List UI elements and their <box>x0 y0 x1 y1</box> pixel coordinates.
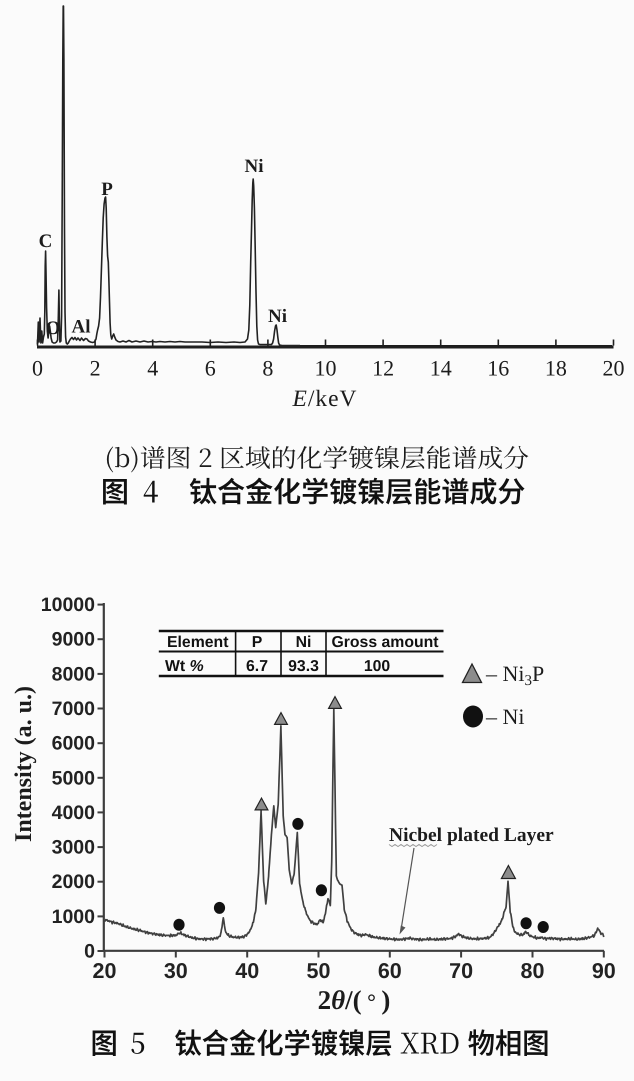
svg-text:30: 30 <box>164 959 188 983</box>
svg-text:Gross amount: Gross amount <box>331 634 439 651</box>
svg-text:20: 20 <box>93 959 117 983</box>
svg-text:Al: Al <box>72 317 91 338</box>
svg-text:0: 0 <box>84 941 95 963</box>
svg-text:93.3: 93.3 <box>288 658 319 675</box>
svg-text:100: 100 <box>364 658 391 675</box>
svg-text:9000: 9000 <box>52 629 96 651</box>
svg-text:1000: 1000 <box>52 906 96 928</box>
svg-text:Ni: Ni <box>245 156 264 177</box>
svg-text:– Ni: – Ni <box>485 704 525 729</box>
svg-text:4: 4 <box>147 356 158 381</box>
svg-text:40: 40 <box>235 959 259 983</box>
svg-text:18: 18 <box>545 356 567 381</box>
svg-text:2: 2 <box>90 356 101 381</box>
svg-text:8: 8 <box>262 356 273 381</box>
svg-text:70: 70 <box>449 959 473 983</box>
svg-text:Element: Element <box>167 634 229 651</box>
svg-text:P: P <box>101 179 113 200</box>
svg-text:20: 20 <box>603 356 625 381</box>
svg-text:Ni: Ni <box>268 306 287 327</box>
svg-text:50: 50 <box>307 959 331 983</box>
svg-text:E/keV: E/keV <box>291 386 357 412</box>
svg-text:Ni: Ni <box>296 634 312 651</box>
svg-text:7000: 7000 <box>52 698 96 720</box>
svg-text:O: O <box>46 318 61 339</box>
svg-text:0: 0 <box>32 356 43 381</box>
svg-text:80: 80 <box>521 959 545 983</box>
svg-text:Wt %: Wt % <box>165 658 204 675</box>
svg-text:14: 14 <box>430 356 452 381</box>
svg-text:Intensity (a. u.): Intensity (a. u.) <box>11 686 37 842</box>
svg-text:– Ni3P: – Ni3P <box>485 661 544 689</box>
svg-text:12: 12 <box>372 356 394 381</box>
svg-text:6: 6 <box>205 356 216 381</box>
svg-text:60: 60 <box>378 959 402 983</box>
svg-text:5000: 5000 <box>52 767 96 789</box>
svg-text:10: 10 <box>315 356 337 381</box>
svg-text:6000: 6000 <box>52 733 96 755</box>
svg-text:16: 16 <box>487 356 509 381</box>
svg-text:8000: 8000 <box>52 663 96 685</box>
svg-text:Nicbel plated Layer: Nicbel plated Layer <box>389 825 554 846</box>
svg-text:2θ/( ° ): 2θ/( ° ) <box>318 985 391 1015</box>
svg-text:2000: 2000 <box>52 871 96 893</box>
svg-text:6.7: 6.7 <box>246 658 268 675</box>
svg-text:90: 90 <box>592 959 616 983</box>
svg-text:P: P <box>252 634 263 651</box>
svg-text:C: C <box>39 231 53 252</box>
svg-text:4000: 4000 <box>52 802 96 824</box>
svg-text:3000: 3000 <box>52 837 96 859</box>
svg-text:10000: 10000 <box>41 594 95 616</box>
